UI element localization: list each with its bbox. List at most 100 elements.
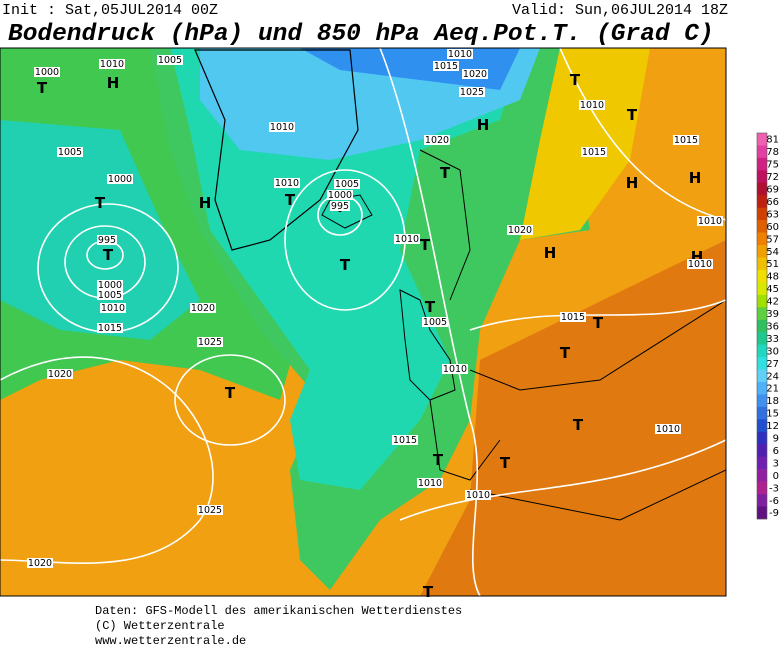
- colorbar-swatch: [757, 157, 767, 171]
- colorbar-swatch: [757, 257, 767, 271]
- pressure-center: H: [477, 116, 490, 134]
- colorbar-swatch: [757, 207, 767, 221]
- isobar-label: 1010: [688, 259, 712, 270]
- isobar-label: 1015: [561, 312, 585, 323]
- colorbar-label: 75: [766, 160, 779, 171]
- pressure-center: T: [425, 298, 436, 316]
- valid-time: Valid: Sun,06JUL2014 18Z: [512, 2, 728, 19]
- colorbar-label: 48: [766, 272, 779, 283]
- colorbar-swatch: [757, 269, 767, 283]
- isobar-label-bg: [673, 135, 699, 145]
- colorbar-swatch: [757, 182, 767, 196]
- map-title: Bodendruck (hPa) und 850 hPa Aeq.Pot.T. …: [8, 21, 714, 48]
- isobar-label-bg: [655, 424, 681, 434]
- isobar-label-bg: [334, 179, 360, 189]
- isobar-label: 1010: [656, 424, 680, 435]
- isobar-label: 1020: [28, 558, 52, 569]
- pressure-center: T: [593, 314, 604, 332]
- isobar: [379, 48, 481, 596]
- colorbar-frame: [756, 132, 768, 520]
- colorbar-label: 45: [766, 284, 779, 295]
- isobar-label: 1010: [101, 303, 125, 314]
- map-frame: [0, 47, 727, 597]
- isobar-label-bg: [27, 558, 53, 568]
- isobar-label-bg: [462, 69, 488, 79]
- isobar-label: 1015: [582, 147, 606, 158]
- isobar-label: 1000: [108, 174, 132, 185]
- isobar-label-bg: [392, 435, 418, 445]
- colorbar-swatch: [757, 170, 767, 184]
- colorbar-swatch: [757, 307, 767, 321]
- isobar-label: 1000: [35, 67, 59, 78]
- colorbar-label: 3: [773, 458, 779, 469]
- coastline-europe: [399, 149, 726, 521]
- colorbar-label: 9: [773, 434, 779, 445]
- isobar-label: 1010: [698, 216, 722, 227]
- pressure-center: T: [37, 79, 48, 97]
- isobar-label: 995: [98, 235, 116, 246]
- pressure-center: T: [500, 454, 511, 472]
- coastline-iceland: [321, 194, 373, 229]
- colorbar-swatch: [757, 469, 767, 482]
- colorbar-swatch: [757, 481, 767, 495]
- isobar-label: 1005: [423, 317, 447, 328]
- isobar-label: 1025: [460, 87, 484, 98]
- isobar-label: 1005: [98, 290, 122, 301]
- colorbar-label: -9: [769, 508, 779, 519]
- isobar-label: 1010: [466, 490, 490, 501]
- isobar-label-bg: [422, 317, 448, 327]
- colorbar-label: 6: [773, 446, 779, 457]
- pressure-center: T: [433, 451, 444, 469]
- isobar-label: 1010: [443, 364, 467, 375]
- colorbar-label: 66: [766, 197, 779, 208]
- pressure-center: H: [544, 244, 557, 262]
- colorbar-swatch: [757, 494, 767, 507]
- pressure-center: T: [627, 106, 638, 124]
- isobar-label-bg: [424, 135, 450, 145]
- isobar-label: 1025: [198, 337, 222, 348]
- colorbar-label: 21: [766, 384, 779, 395]
- isobar-label-bg: [433, 61, 459, 71]
- colorbar-label: 81: [766, 135, 779, 146]
- map-area: HTTHTTTHHHTTTTTTTTTTTTHHT100010101005100…: [0, 47, 727, 601]
- isobar-label: 1015: [98, 323, 122, 334]
- isobar-label-bg: [394, 234, 420, 244]
- colorbar-swatch: [757, 419, 767, 433]
- isobar-label: 1005: [158, 55, 182, 66]
- colorbar-swatch: [757, 319, 767, 333]
- isobar-label-bg: [579, 100, 605, 110]
- pressure-center: T: [573, 416, 584, 434]
- isobar: [399, 439, 726, 521]
- colorbar-label: 51: [766, 259, 779, 270]
- colorbar-swatch: [757, 232, 767, 246]
- field-warm: [420, 240, 726, 596]
- isobar-label-bg: [687, 259, 713, 269]
- pressure-center: T: [95, 194, 106, 212]
- isobar-label-bg: [507, 225, 533, 235]
- isobar-label: 1005: [335, 179, 359, 190]
- pressure-center: H: [689, 169, 702, 187]
- isobar-label: 1005: [58, 147, 82, 158]
- isobar: [174, 354, 286, 446]
- isobar-label-bg: [465, 490, 491, 500]
- isobar-label: 995: [331, 201, 349, 212]
- isobar-label: 1010: [395, 234, 419, 245]
- isobar: [0, 356, 214, 564]
- isobar-label: 1015: [674, 135, 698, 146]
- colorbar-swatch: [757, 431, 767, 445]
- isobar-label-bg: [47, 369, 73, 379]
- colorbar-swatch: [757, 294, 767, 308]
- field-yellow: [520, 48, 650, 240]
- colorbar-label: -3: [769, 483, 779, 494]
- isobar-label-bg: [99, 59, 125, 69]
- isobar-label: 1020: [425, 135, 449, 146]
- isobar-label-bg: [269, 122, 295, 132]
- colorbar-label: 42: [766, 297, 779, 308]
- footer-copyright: (C) Wetterzentrale: [95, 619, 225, 633]
- isobar-label: 1025: [198, 505, 222, 516]
- colorbar-label: 72: [766, 172, 779, 183]
- pressure-center: H: [199, 194, 212, 212]
- colorbar-label: 30: [766, 346, 779, 357]
- isobar-label: 1020: [48, 369, 72, 380]
